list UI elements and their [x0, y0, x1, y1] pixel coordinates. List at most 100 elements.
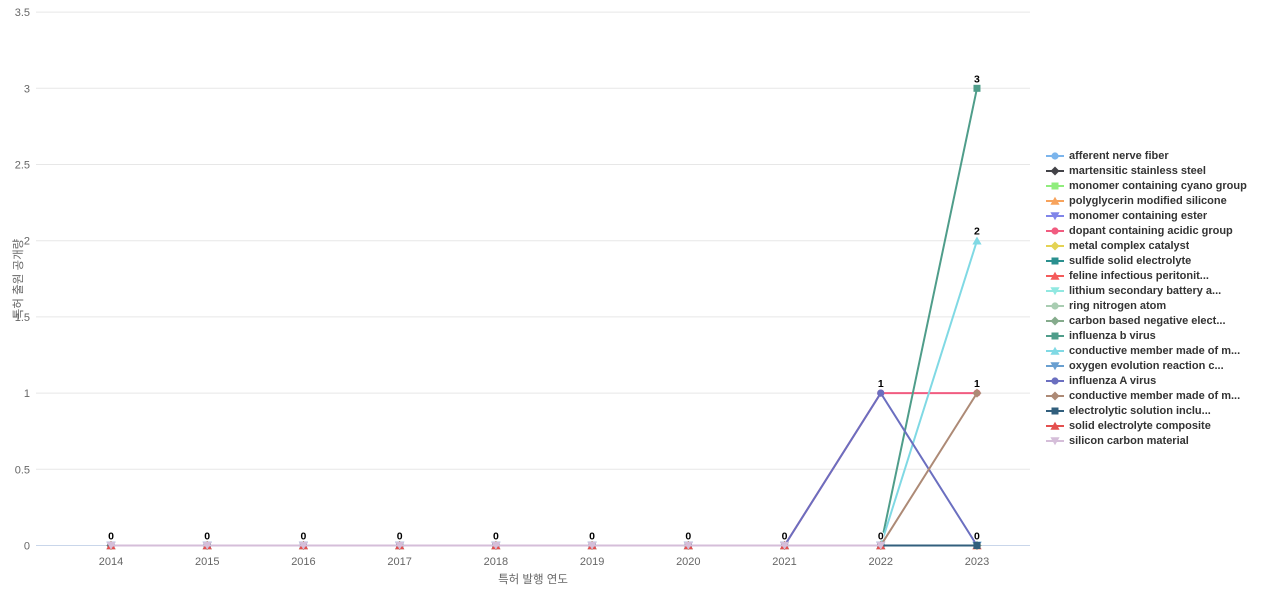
legend-item[interactable]: monomer containing cyano group — [1046, 178, 1276, 193]
legend-item[interactable]: dopant containing acidic group — [1046, 223, 1276, 238]
legend-marker-icon — [1046, 286, 1064, 295]
legend-item[interactable]: carbon based negative elect... — [1046, 313, 1276, 328]
legend-item[interactable]: sulfide solid electrolyte — [1046, 253, 1276, 268]
legend-marker-icon — [1046, 271, 1064, 280]
y-tick-label: 2.5 — [15, 160, 30, 172]
legend-item[interactable]: solid electrolyte composite — [1046, 418, 1276, 433]
legend-item-label: silicon carbon material — [1069, 434, 1189, 447]
data-label: 0 — [493, 531, 499, 543]
x-tick-label: 2019 — [580, 556, 604, 568]
y-tick-label: 2 — [24, 236, 30, 248]
legend-item[interactable]: conductive member made of m... — [1046, 343, 1276, 358]
legend-item-label: conductive member made of m... — [1069, 344, 1241, 357]
data-point-marker — [876, 541, 886, 550]
legend-marker-icon — [1046, 182, 1064, 189]
legend-item[interactable]: electrolytic solution inclu... — [1046, 403, 1276, 418]
data-label: 0 — [397, 531, 403, 543]
data-label: 0 — [301, 531, 307, 543]
data-point-marker — [779, 541, 790, 550]
legend-marker-icon — [1046, 346, 1064, 355]
x-tick-label: 2015 — [195, 556, 219, 568]
legend-item-label: lithium secondary battery a... — [1069, 284, 1222, 297]
data-label: 0 — [974, 531, 980, 543]
data-point-marker — [683, 541, 693, 550]
data-point-marker — [395, 541, 405, 550]
legend-item[interactable]: martensitic stainless steel — [1046, 163, 1276, 178]
legend-item[interactable]: oxygen evolution reaction c... — [1046, 358, 1276, 373]
legend-item-label: monomer containing cyano group — [1069, 179, 1247, 192]
y-tick-label: 1.5 — [15, 312, 30, 324]
legend-item[interactable]: monomer containing ester — [1046, 208, 1276, 223]
data-label: 0 — [108, 531, 114, 543]
data-point-marker — [491, 541, 501, 550]
data-label: 0 — [782, 531, 788, 543]
legend-item-label: oxygen evolution reaction c... — [1069, 359, 1224, 372]
legend-marker-icon — [1046, 151, 1064, 160]
x-tick-label: 2022 — [869, 556, 893, 568]
legend-item[interactable]: lithium secondary battery a... — [1046, 283, 1276, 298]
y-tick-label: 3 — [24, 83, 30, 95]
legend-item[interactable]: afferent nerve fiber — [1046, 148, 1276, 163]
legend-item[interactable]: influenza A virus — [1046, 373, 1276, 388]
legend-marker-icon — [1046, 196, 1064, 205]
data-label: 0 — [204, 531, 210, 543]
data-point-marker — [972, 388, 982, 398]
legend-item-label: sulfide solid electrolyte — [1069, 254, 1192, 267]
legend-item-label: polyglycerin modified silicone — [1069, 194, 1227, 207]
legend-marker-icon — [1046, 257, 1064, 264]
data-label: 1 — [974, 378, 980, 390]
x-axis-title: 특허 발행 연도 — [498, 574, 568, 586]
legend-item-label: feline infectious peritonit... — [1069, 269, 1209, 282]
y-tick-label: 3.5 — [15, 7, 30, 19]
legend-marker-icon — [1046, 226, 1064, 235]
y-tick-label: 0.5 — [15, 464, 30, 476]
legend-marker-icon — [1046, 316, 1064, 325]
legend-item-label: carbon based negative elect... — [1069, 314, 1226, 327]
y-tick-label: 1 — [24, 388, 30, 400]
y-tick-label: 0 — [24, 541, 30, 553]
legend-item[interactable]: influenza b virus — [1046, 328, 1276, 343]
legend-marker-icon — [1046, 436, 1064, 445]
legend-item-label: solid electrolyte composite — [1069, 419, 1211, 432]
legend-item[interactable]: conductive member made of m... — [1046, 388, 1276, 403]
x-tick-label: 2021 — [772, 556, 796, 568]
legend-marker-icon — [1046, 391, 1064, 400]
data-point-marker — [587, 541, 597, 550]
data-point-marker — [106, 541, 116, 550]
data-point-marker — [202, 541, 212, 550]
legend-item-label: ring nitrogen atom — [1069, 299, 1167, 312]
x-tick-label: 2023 — [965, 556, 989, 568]
legend-item[interactable]: polyglycerin modified silicone — [1046, 193, 1276, 208]
legend-marker-icon — [1046, 407, 1064, 414]
y-axis-title: 특허 출원 공개량 — [13, 238, 25, 320]
data-label: 2 — [974, 226, 980, 238]
legend-item-label: influenza A virus — [1069, 374, 1157, 387]
legend-marker-icon — [1046, 376, 1064, 385]
data-label: 3 — [974, 73, 980, 85]
legend-item-label: dopant containing acidic group — [1069, 224, 1233, 237]
legend-item-label: monomer containing ester — [1069, 209, 1208, 222]
x-tick-label: 2016 — [291, 556, 315, 568]
data-label: 0 — [685, 531, 691, 543]
legend-item[interactable]: feline infectious peritonit... — [1046, 268, 1276, 283]
legend-item[interactable]: silicon carbon material — [1046, 433, 1276, 448]
legend-marker-icon — [1046, 166, 1064, 175]
legend: afferent nerve fiber martensitic stainles… — [1046, 148, 1276, 448]
data-point-marker — [877, 389, 885, 397]
legend-marker-icon — [1046, 361, 1064, 370]
legend-item-label: metal complex catalyst — [1069, 239, 1190, 252]
data-label: 0 — [878, 531, 884, 543]
legend-item[interactable]: ring nitrogen atom — [1046, 298, 1276, 313]
data-label: 1 — [878, 378, 884, 390]
legend-item-label: electrolytic solution inclu... — [1069, 404, 1211, 417]
data-label: 0 — [589, 531, 595, 543]
legend-item-label: martensitic stainless steel — [1069, 164, 1206, 177]
legend-item[interactable]: metal complex catalyst — [1046, 238, 1276, 253]
legend-marker-icon — [1046, 241, 1064, 250]
legend-item-label: afferent nerve fiber — [1069, 149, 1169, 162]
legend-item-label: influenza b virus — [1069, 329, 1156, 342]
legend-marker-icon — [1046, 332, 1064, 339]
x-tick-label: 2017 — [387, 556, 411, 568]
